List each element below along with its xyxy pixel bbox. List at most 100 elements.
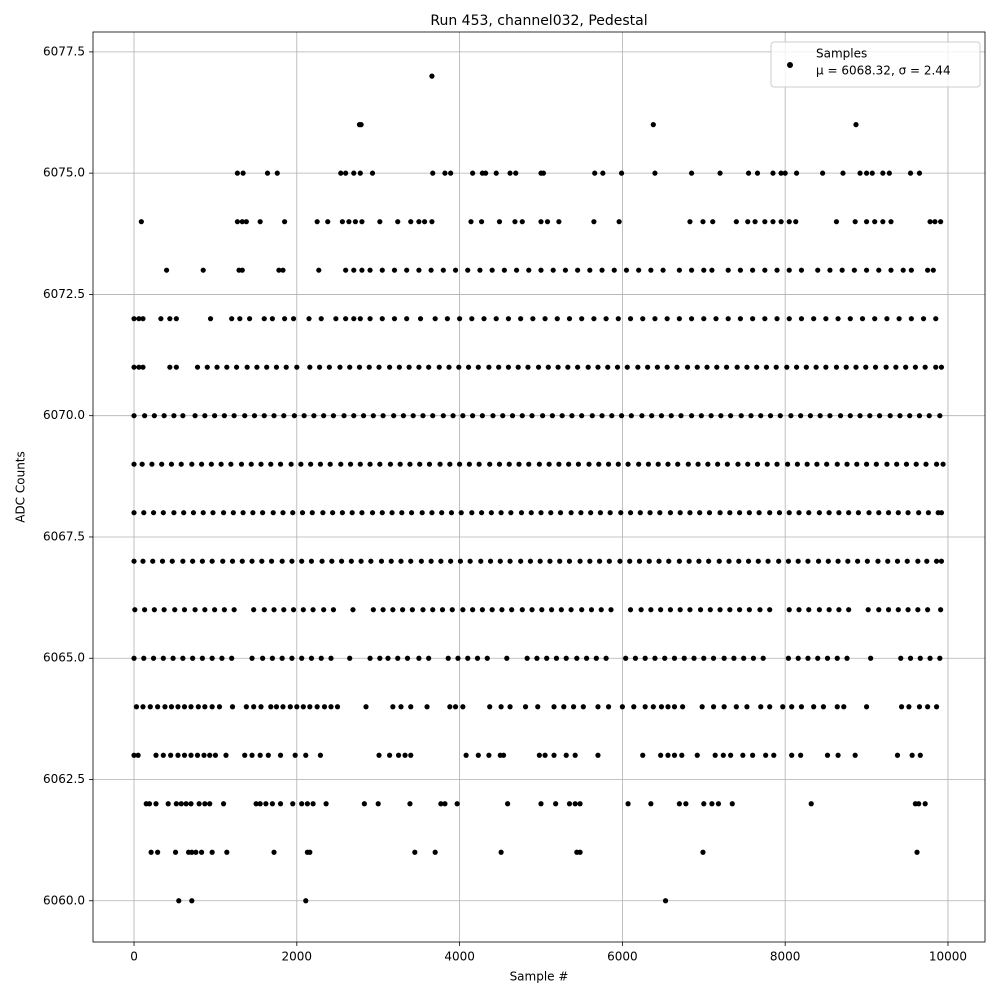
point — [387, 461, 394, 467]
point — [786, 219, 792, 225]
point — [428, 558, 434, 564]
point — [391, 267, 398, 273]
point — [788, 413, 794, 419]
point — [437, 461, 443, 467]
point — [430, 607, 436, 613]
point — [138, 219, 144, 225]
point — [212, 413, 218, 419]
point — [618, 413, 625, 419]
point — [175, 752, 181, 758]
point — [334, 704, 341, 710]
point — [183, 801, 189, 807]
point — [618, 510, 624, 516]
point — [579, 316, 585, 322]
point — [754, 364, 760, 370]
point — [279, 655, 285, 661]
point — [553, 655, 560, 661]
point — [640, 752, 646, 758]
point — [917, 655, 923, 661]
point — [563, 655, 569, 661]
point — [243, 219, 249, 225]
point — [798, 704, 805, 710]
point — [150, 510, 157, 516]
point — [575, 267, 581, 273]
point — [638, 607, 644, 613]
point — [317, 364, 323, 370]
point — [475, 752, 481, 758]
point — [709, 801, 715, 807]
point — [181, 607, 188, 613]
point — [806, 607, 812, 613]
point — [160, 655, 166, 661]
point — [805, 558, 811, 564]
point — [280, 267, 286, 273]
point — [416, 219, 422, 225]
point — [680, 704, 686, 710]
point — [562, 267, 569, 273]
point — [209, 704, 215, 710]
point — [308, 461, 314, 467]
point — [854, 461, 860, 467]
point — [596, 461, 602, 467]
point — [863, 170, 870, 176]
point — [375, 801, 381, 807]
point — [416, 364, 422, 370]
point — [470, 170, 476, 176]
point — [596, 558, 603, 564]
point — [251, 413, 258, 419]
point — [933, 461, 940, 467]
point — [898, 655, 904, 661]
point — [717, 510, 723, 516]
point — [876, 413, 883, 419]
point — [314, 704, 320, 710]
point — [141, 510, 147, 516]
point — [737, 316, 744, 322]
point — [688, 170, 695, 176]
point — [199, 655, 205, 661]
point — [578, 510, 584, 516]
point — [398, 558, 404, 564]
point — [697, 607, 704, 613]
point — [864, 558, 870, 564]
x-tick-label: 6000 — [607, 950, 638, 964]
grid — [89, 32, 985, 946]
point — [233, 364, 240, 370]
point — [668, 413, 674, 419]
point — [193, 849, 199, 855]
point — [636, 558, 643, 564]
point — [150, 558, 156, 564]
point — [932, 219, 938, 225]
point — [400, 413, 407, 419]
point — [750, 752, 756, 758]
point — [665, 752, 671, 758]
point — [339, 219, 345, 225]
point — [131, 655, 137, 661]
point — [171, 510, 177, 516]
point — [650, 704, 656, 710]
point — [774, 316, 780, 322]
point — [463, 752, 469, 758]
point — [648, 267, 654, 273]
point — [588, 607, 595, 613]
point — [359, 219, 365, 225]
point — [762, 316, 768, 322]
point — [202, 704, 208, 710]
point — [846, 607, 852, 613]
point — [863, 704, 870, 710]
point — [686, 558, 692, 564]
point — [705, 461, 711, 467]
point — [159, 558, 166, 564]
point — [189, 461, 195, 467]
point — [778, 170, 784, 176]
point — [925, 267, 931, 273]
point — [893, 364, 899, 370]
point — [710, 704, 717, 710]
point — [282, 219, 288, 225]
point — [808, 801, 814, 807]
point — [789, 752, 795, 758]
point — [757, 607, 763, 613]
point — [376, 752, 382, 758]
point — [906, 704, 912, 710]
point — [627, 607, 634, 613]
legend-marker — [787, 62, 793, 68]
